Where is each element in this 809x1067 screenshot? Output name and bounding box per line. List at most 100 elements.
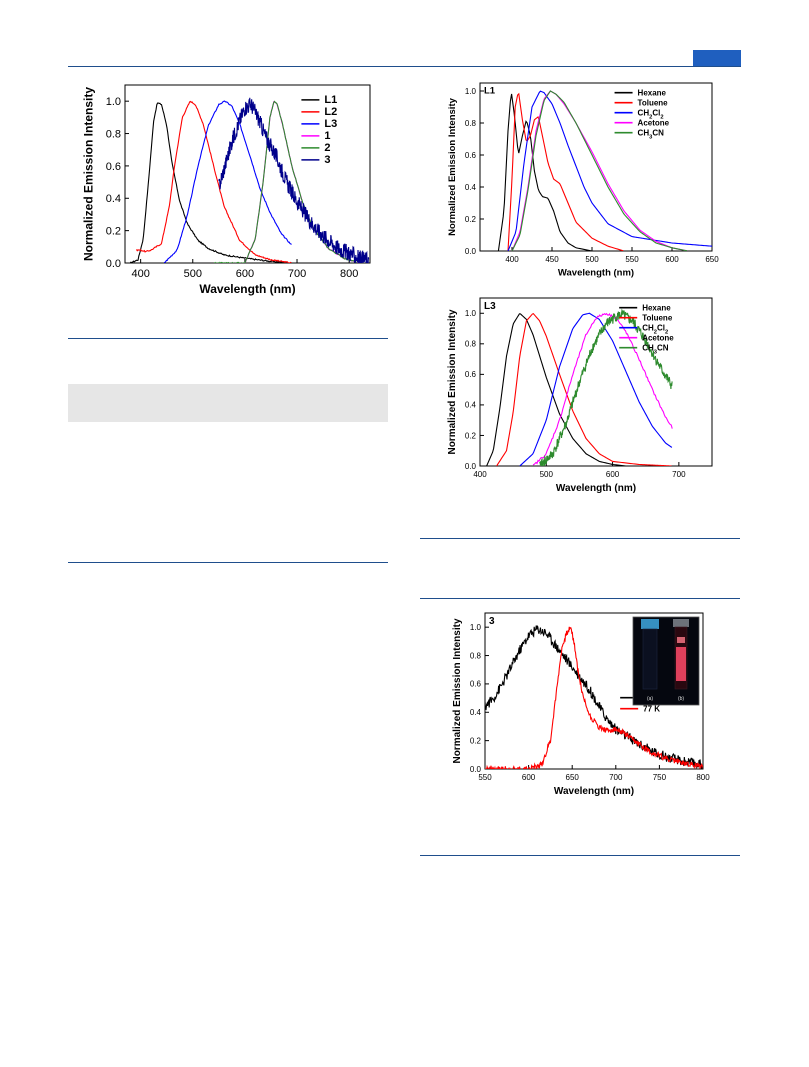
y-tick-label: 0.0 [106, 258, 121, 270]
series-line-hexane [497, 93, 608, 251]
x-tick-label: 700 [288, 268, 306, 280]
chart-l3-solvents: 400 500 600 700 0.0 0.2 0.4 0.6 0.8 1.0 Wavelength… [435, 290, 735, 500]
x-tick-label: 700 [672, 470, 686, 479]
series-line-r-t- [485, 625, 703, 769]
y-axis-label: Normalized Emission Intensity [447, 309, 458, 454]
y-tick-label: 0.6 [470, 680, 482, 689]
header-rule [68, 66, 741, 67]
y-tick-label: 0.2 [470, 736, 482, 745]
legend-entry: L3 [301, 118, 337, 130]
plot-frame [124, 84, 371, 264]
right-rule-1 [420, 538, 740, 539]
legend-entry: L2 [301, 106, 337, 118]
y-tick-label: 0.4 [465, 401, 477, 410]
series-line-ch3cn [511, 90, 688, 251]
series-line-2 [213, 100, 360, 263]
legend-label: Hexane [642, 304, 671, 313]
legend-label: Toluene [638, 99, 669, 108]
x-tick-label: 650 [566, 773, 580, 782]
x-tick-label: 800 [696, 773, 710, 782]
y-tick-label: 0.0 [465, 247, 477, 256]
series-line-hexane [486, 313, 626, 466]
y-tick-label: 0.2 [465, 215, 477, 224]
y-tick-label: 0.4 [106, 193, 121, 205]
legend-entry: Toluene [619, 314, 673, 323]
left-shaded-box [68, 384, 388, 422]
vial-b-cap [673, 619, 689, 627]
legend-entry: 77 K [620, 705, 660, 714]
x-tick-label: 600 [522, 773, 536, 782]
y-tick-label: 1.0 [465, 87, 477, 96]
series-line-acetone [511, 90, 688, 251]
plot-frame [479, 297, 713, 467]
x-tick-label: 750 [653, 773, 667, 782]
x-tick-label: 400 [505, 255, 519, 264]
right-rule-3 [420, 855, 740, 856]
right-rule-2 [420, 598, 740, 599]
legend-label: 3 [324, 154, 330, 166]
y-tick-label: 0.2 [465, 431, 477, 440]
legend-entry: CH3CN [614, 129, 664, 141]
x-tick-label: 500 [585, 255, 599, 264]
y-tick-label: 0.8 [470, 651, 482, 660]
x-tick-label: 400 [473, 470, 487, 479]
legend-entry: 1 [301, 130, 331, 142]
series-line-toluene [507, 92, 624, 251]
y-tick-label: 1.0 [106, 96, 121, 108]
y-tick-label: 0.2 [106, 225, 121, 237]
chart-emission-all-svg: 400 500 600 700 800 0.0 0.2 0.4 0.6 0.8 1.0 Wavelen… [82, 84, 371, 296]
y-axis-label: Normalized Emission Intensity [452, 618, 463, 763]
legend-label: L2 [324, 106, 337, 118]
legend-entry: 3 [301, 154, 331, 166]
legend-entry: Acetone [614, 119, 670, 128]
inset-photo: (a) (b) [632, 616, 700, 706]
chart-emission-all: 400 500 600 700 800 0.0 0.2 0.4 0.6 0.8 1.0 Wavelen… [75, 75, 375, 300]
y-tick-label: 0.4 [465, 183, 477, 192]
series-line-ch3cn [539, 308, 673, 466]
chart-l3-solvents-svg: 400 500 600 700 0.0 0.2 0.4 0.6 0.8 1.0 Wavelength… [447, 297, 713, 494]
series-line-toluene [496, 312, 672, 466]
legend-label: 1 [324, 130, 330, 142]
y-tick-label: 0.8 [465, 119, 477, 128]
series-line-77-k [485, 626, 703, 769]
panel-label: L1 [484, 86, 496, 97]
plot-frame [484, 612, 704, 770]
legend-entry: Hexane [614, 89, 667, 98]
chart-complex3-temperature-svg: 550 600 650 700 750 800 0.0 0.2 0.4 0.6 0.8 1.0 Wave… [452, 612, 710, 797]
chart-l1-solvents-svg: 400 450 500 550 600 650 0.0 0.2 0.4 0.6 0.8 1.0 Wave… [447, 82, 719, 279]
series-line-3 [218, 97, 370, 263]
x-axis-label: Wavelength (nm) [554, 786, 634, 797]
legend-entry: L1 [301, 94, 337, 106]
x-tick-label: 800 [340, 268, 358, 280]
x-tick-label: 450 [545, 255, 559, 264]
y-tick-label: 0.6 [465, 370, 477, 379]
x-tick-label: 600 [665, 255, 679, 264]
x-axis-label: Wavelength (nm) [556, 483, 636, 494]
series-line-ch2cl2 [519, 312, 673, 466]
legend-label: 77 K [643, 705, 660, 714]
y-tick-label: 0.0 [465, 462, 477, 471]
x-tick-label: 500 [540, 470, 554, 479]
x-tick-label: 600 [236, 268, 254, 280]
vial-a-glow [641, 619, 659, 629]
y-tick-label: 0.6 [465, 151, 477, 160]
y-tick-label: 0.6 [106, 161, 121, 173]
x-axis-label: Wavelength (nm) [558, 268, 634, 279]
header-tab [693, 50, 741, 66]
legend-label: 2 [324, 142, 330, 154]
panel-label: L3 [484, 301, 496, 312]
x-tick-label: 500 [184, 268, 202, 280]
legend-label: Hexane [638, 89, 667, 98]
legend-label: L3 [324, 118, 337, 130]
legend-entry: CH2Cl2 [614, 109, 664, 121]
y-tick-label: 1.0 [470, 623, 482, 632]
x-tick-label: 600 [606, 470, 620, 479]
vial-b-glow [676, 647, 686, 681]
x-tick-label: 550 [625, 255, 639, 264]
legend-label: Toluene [642, 314, 673, 323]
chart-l1-solvents: 400 450 500 550 600 650 0.0 0.2 0.4 0.6 0.8 1.0 Wave… [435, 75, 735, 285]
x-tick-label: 400 [131, 268, 149, 280]
x-tick-label: 700 [609, 773, 623, 782]
left-rule-2 [68, 562, 388, 563]
panel-label: 3 [489, 616, 495, 627]
